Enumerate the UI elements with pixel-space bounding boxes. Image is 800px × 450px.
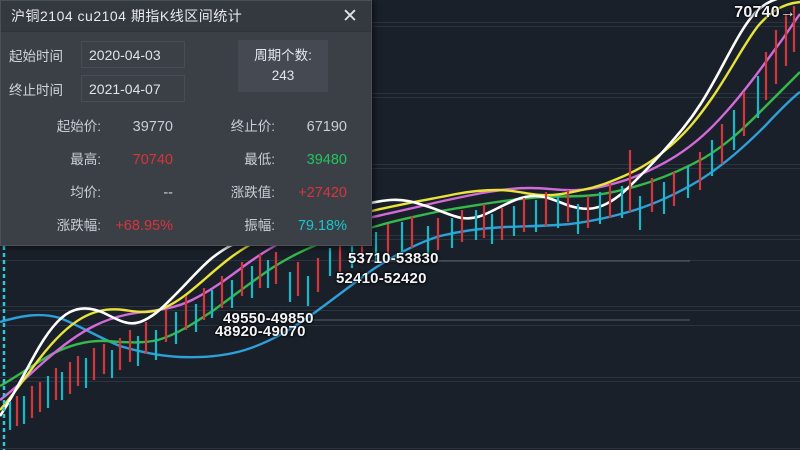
stat-cell: 终止价: 67190	[183, 115, 357, 135]
stat-label: 涨跌值:	[230, 184, 275, 200]
period-count-box: 周期个数: 243	[238, 40, 328, 92]
dialog-title-bar[interactable]: 沪铜2104 cu2104 期指K线区间统计 ✕	[1, 1, 371, 32]
statistics-table: 起始价: 39770 终止价: 67190 最高: 70740 最低: 39480 均价: -- 涨…	[1, 102, 371, 240]
period-count-label: 周期个数:	[254, 48, 312, 64]
end-time-label: 终止时间	[9, 82, 63, 98]
level-lines	[250, 260, 690, 321]
stat-label: 均价:	[70, 184, 101, 200]
stat-cell: 均价: --	[9, 181, 183, 201]
candlesticks	[8, 6, 796, 430]
ma-yellow-line	[0, 0, 800, 411]
stat-value: 39770	[132, 118, 173, 135]
stat-label: 起始价:	[56, 118, 101, 134]
stat-value: +68.95%	[115, 217, 173, 234]
stat-label: 终止价:	[230, 118, 275, 134]
stat-value: 39480	[306, 151, 347, 168]
stat-cell: 涨跌幅: +68.95%	[9, 214, 183, 234]
annotation-resistance-lower: 52410-52420	[336, 270, 427, 287]
end-time-row: 终止时间 2021-04-07	[9, 74, 371, 103]
stat-value: 67190	[306, 118, 347, 135]
stat-row: 最高: 70740 最低: 39480	[9, 141, 357, 174]
annotation-support-lower: 48920-49070	[215, 323, 306, 340]
high-price-marker: 70740→	[734, 4, 796, 21]
stat-cell: 涨跌值: +27420	[183, 181, 357, 201]
stat-value: 79.18%	[297, 217, 347, 234]
stat-label: 最高:	[70, 151, 101, 167]
annotation-resistance-upper: 53710-53830	[348, 250, 439, 267]
dialog-title: 沪铜2104 cu2104 期指K线区间统计	[11, 8, 243, 24]
stat-label: 振幅:	[244, 217, 275, 233]
start-time-input[interactable]: 2020-04-03	[81, 41, 185, 68]
annotation-support-upper: 49550-49850	[223, 310, 314, 327]
stat-cell: 最高: 70740	[9, 148, 183, 168]
end-time-input[interactable]: 2021-04-07	[81, 75, 185, 102]
stat-label: 最低:	[244, 151, 275, 167]
ma-white-line	[0, 0, 778, 417]
start-time-row: 起始时间 2020-04-03	[9, 40, 371, 69]
stat-label: 涨跌幅:	[56, 217, 101, 233]
ma-blue-line	[0, 91, 800, 359]
ma-green-line	[0, 71, 800, 388]
range-statistics-dialog: 沪铜2104 cu2104 期指K线区间统计 ✕ 起始时间 2020-04-03…	[0, 0, 372, 246]
start-time-label: 起始时间	[9, 48, 63, 64]
ma-lines	[0, 0, 800, 417]
stat-value: --	[163, 184, 173, 201]
stat-row: 起始价: 39770 终止价: 67190	[9, 108, 357, 141]
stat-cell: 振幅: 79.18%	[183, 214, 357, 234]
date-range-section: 起始时间 2020-04-03 终止时间 2021-04-07 周期个数: 24…	[1, 32, 371, 102]
stat-cell: 最低: 39480	[183, 148, 357, 168]
stat-value: 70740	[132, 151, 173, 168]
close-icon[interactable]: ✕	[342, 5, 358, 27]
stat-cell: 起始价: 39770	[9, 115, 183, 135]
period-count-value: 243	[271, 68, 295, 83]
stat-row: 均价: -- 涨跌值: +27420	[9, 174, 357, 207]
stat-value: +27420	[298, 184, 347, 201]
stat-row: 涨跌幅: +68.95% 振幅: 79.18%	[9, 207, 357, 240]
